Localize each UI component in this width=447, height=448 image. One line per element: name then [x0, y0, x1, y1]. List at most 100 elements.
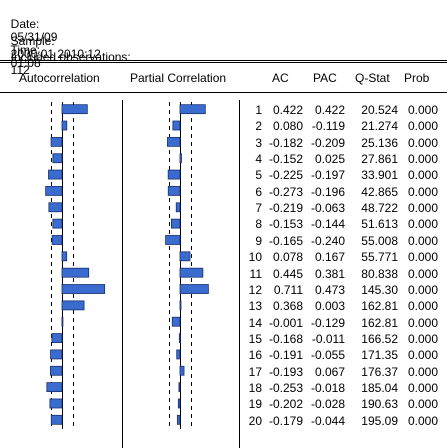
- ac-cell: -0.153: [268, 217, 303, 232]
- pac-cell: 0.025: [314, 152, 345, 167]
- ac-cell: -0.253: [268, 380, 303, 395]
- prob-cell: 0.000: [407, 103, 438, 117]
- pac-cell: 0.003: [314, 299, 345, 314]
- pac-cell: -0.144: [310, 217, 345, 232]
- lag-cell: 19: [248, 397, 262, 412]
- ac-bar: [48, 169, 63, 180]
- ac-cell: 0.080: [272, 119, 303, 134]
- ac-bar: [45, 186, 63, 196]
- qstat-cell: 33.901: [361, 168, 398, 183]
- prob-cell: 0.000: [407, 299, 438, 314]
- lag-cell: 5: [255, 168, 262, 183]
- qstat-cell: 55.771: [361, 250, 398, 265]
- col-header-autocorrelation: Autocorrelation: [19, 71, 100, 85]
- ac-bar: [51, 235, 63, 245]
- lag-cell: 17: [248, 364, 262, 379]
- prob-cell: 0.000: [407, 331, 438, 346]
- time-value: 01:08: [10, 56, 41, 70]
- top-rule-2: [0, 62, 447, 63]
- pac-bar: [165, 235, 181, 245]
- ac-cell: 0.078: [272, 250, 303, 265]
- pac-bar: [172, 120, 181, 131]
- ac-cell: -0.165: [268, 233, 303, 248]
- time-label: Time:: [10, 43, 41, 57]
- prob-cell: 0.000: [407, 119, 438, 134]
- prob-cell: 0.000: [407, 397, 438, 412]
- pac-cell: 0.422: [314, 103, 345, 117]
- qstat-cell: 42.865: [361, 184, 398, 199]
- section-divider-right: [239, 100, 240, 448]
- ac-bar: [61, 300, 85, 311]
- pac-bar: [178, 333, 181, 343]
- pac-cell: -0.018: [310, 380, 345, 395]
- prob-cell: 0.000: [407, 233, 438, 248]
- pac-bar: [179, 300, 182, 311]
- prob-cell: 0.000: [407, 315, 438, 330]
- pac-bar: [179, 365, 185, 376]
- qstat-cell: 176.37: [361, 364, 398, 379]
- col-header-partial-correlation: Partial Correlation: [130, 71, 227, 85]
- ac-bar: [50, 365, 63, 376]
- pac-cell: -0.196: [310, 184, 345, 199]
- prob-cell: 0.000: [407, 413, 438, 428]
- ac-bar: [61, 104, 88, 115]
- ac-cell: -0.152: [268, 152, 303, 167]
- col-header-ac: AC: [272, 71, 289, 85]
- ac-cell: 0.368: [272, 299, 303, 314]
- pac-cell: 0.381: [314, 266, 345, 281]
- lag-cell: 20: [248, 413, 262, 428]
- prob-cell: 0.000: [407, 250, 438, 265]
- qstat-cell: 21.274: [361, 119, 398, 134]
- pac-bar: [178, 382, 181, 393]
- ac-bar: [49, 398, 63, 409]
- lag-cell: 3: [255, 135, 262, 150]
- pac-bar: [179, 251, 191, 262]
- prob-cell: 0.000: [407, 152, 438, 167]
- qstat-cell: 162.81: [361, 299, 398, 314]
- pac-cell: -0.044: [310, 413, 345, 428]
- qstat-cell: 145.30: [361, 282, 398, 297]
- prob-cell: 0.000: [407, 266, 438, 281]
- lag-cell: 18: [248, 380, 262, 395]
- header-date-line: Date: 05/31/09 Time: 01:08: [4, 5, 64, 70]
- ac-bar: [51, 333, 63, 343]
- ac-bar: [61, 284, 106, 294]
- qstat-cell: 195.09: [361, 413, 398, 428]
- ac-cell: -0.191: [268, 348, 303, 363]
- pac-bar: [167, 169, 181, 180]
- pac-bar: [176, 349, 181, 360]
- header-rule: [0, 92, 447, 93]
- col-header-qstat: Q-Stat: [355, 71, 390, 85]
- lag-cell: 14: [248, 315, 262, 330]
- lag-cell: 2: [255, 119, 262, 134]
- col-header-prob: Prob: [404, 71, 430, 85]
- qstat-cell: 162.81: [361, 315, 398, 330]
- pac-bar: [179, 284, 209, 294]
- ac-bar: [46, 382, 63, 393]
- prob-cell: 0.000: [407, 135, 438, 150]
- prob-cell: 0.000: [407, 168, 438, 183]
- pac-bar: [176, 414, 181, 425]
- pac-cell: -0.240: [310, 233, 345, 248]
- lag-cell: 1: [255, 103, 262, 117]
- qstat-cell: 185.04: [361, 380, 398, 395]
- lag-cell: 6: [255, 184, 262, 199]
- pac-cell: -0.119: [311, 119, 345, 134]
- qstat-cell: 55.008: [361, 233, 398, 248]
- ac-bar: [52, 218, 63, 229]
- pac-bar: [179, 153, 182, 164]
- ac-bar: [52, 153, 63, 164]
- qstat-cell: 80.838: [361, 266, 398, 281]
- date-value: 05/31/09: [10, 30, 58, 44]
- ac-cell: 0.445: [272, 266, 303, 281]
- ac-cell: -0.001: [268, 315, 303, 330]
- pac-cell: 0.473: [314, 282, 345, 297]
- pac-cell: 0.167: [314, 250, 345, 265]
- sample-value: 2000:01 2010:12: [10, 47, 101, 61]
- prob-cell: 0.000: [407, 184, 438, 199]
- ac-cell: -0.182: [268, 135, 303, 150]
- ac-bar: [61, 120, 68, 131]
- ac-bar: [61, 267, 90, 278]
- pac-cell: -0.055: [310, 348, 345, 363]
- pac-cell: -0.129: [310, 315, 345, 330]
